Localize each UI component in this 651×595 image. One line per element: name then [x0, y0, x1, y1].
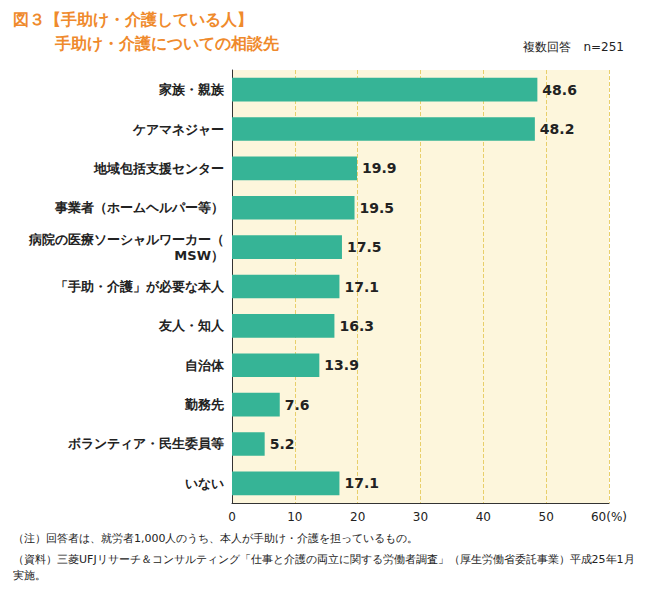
svg-text:17.1: 17.1	[344, 279, 379, 295]
svg-text:7.6: 7.6	[285, 397, 310, 413]
svg-text:事業者（ホームヘルパー等）: 事業者（ホームヘルパー等）	[54, 200, 224, 215]
svg-text:いない: いない	[185, 476, 224, 491]
svg-text:0: 0	[228, 510, 236, 524]
svg-text:手助け・介護についての相談先: 手助け・介護についての相談先	[54, 34, 279, 53]
svg-text:図３【手助け・介護している人】: 図３【手助け・介護している人】	[13, 10, 253, 29]
svg-text:10: 10	[287, 510, 302, 524]
svg-text:家族・親族: 家族・親族	[158, 82, 225, 97]
svg-text:MSW）: MSW）	[174, 248, 224, 263]
svg-text:自治体: 自治体	[185, 358, 225, 373]
svg-text:ケアマネジャー: ケアマネジャー	[132, 122, 224, 137]
svg-text:17.1: 17.1	[344, 475, 379, 491]
svg-text:16.3: 16.3	[339, 318, 374, 334]
svg-text:友人・知人: 友人・知人	[158, 318, 225, 333]
svg-text:複数回答 n=251: 複数回答 n=251	[523, 40, 624, 54]
svg-text:勤務先: 勤務先	[184, 397, 224, 412]
svg-text:48.2: 48.2	[540, 121, 575, 137]
svg-text:20: 20	[350, 510, 365, 524]
svg-text:48.6: 48.6	[542, 82, 577, 98]
svg-text:17.5: 17.5	[347, 239, 382, 255]
svg-text:（注）回答者は、就労者1,000人のうち、本人が手助け・介護: （注）回答者は、就労者1,000人のうち、本人が手助け・介護を担っているもの。	[13, 532, 419, 545]
svg-text:5.2: 5.2	[270, 436, 295, 452]
svg-text:60(%): 60(%)	[591, 510, 627, 524]
svg-text:19.9: 19.9	[362, 160, 397, 176]
svg-text:「手助・介護」が必要な本人: 「手助・介護」が必要な本人	[55, 279, 225, 294]
svg-text:病院の医療ソーシャルワーカー（: 病院の医療ソーシャルワーカー（	[28, 232, 224, 247]
svg-text:実施。: 実施。	[13, 569, 46, 582]
svg-text:40: 40	[476, 510, 491, 524]
svg-text:19.5: 19.5	[360, 200, 395, 216]
svg-text:13.9: 13.9	[324, 357, 359, 373]
svg-text:50: 50	[539, 510, 554, 524]
svg-text:ボランティア・民生委員等: ボランティア・民生委員等	[67, 436, 224, 451]
svg-text:（資料）三菱UFJリサーチ＆コンサルティング「仕事と介護の両: （資料）三菱UFJリサーチ＆コンサルティング「仕事と介護の両立に関する労働者調査…	[13, 553, 635, 566]
svg-text:地域包括支援センター: 地域包括支援センター	[93, 161, 224, 176]
svg-text:30: 30	[413, 510, 428, 524]
